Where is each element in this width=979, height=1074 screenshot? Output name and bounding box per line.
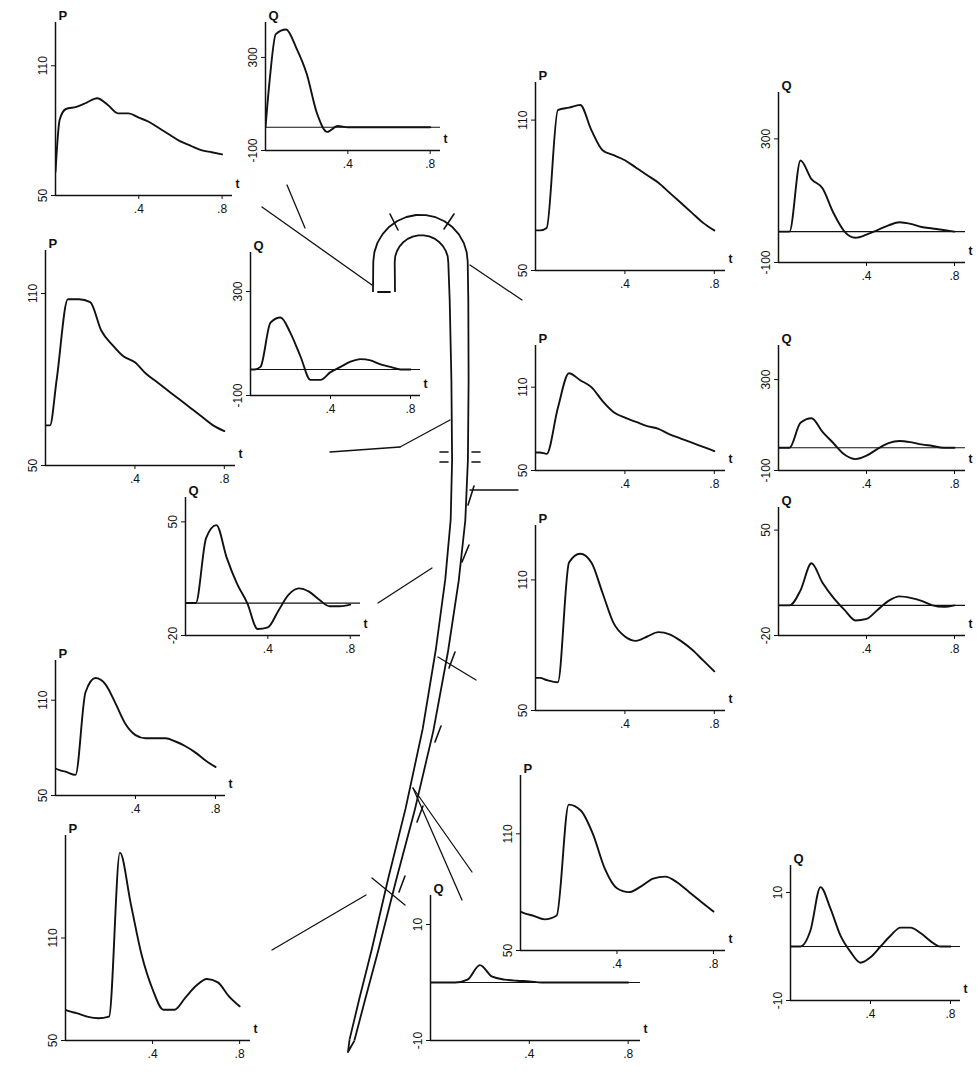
svg-text:110: 110 bbox=[36, 56, 50, 75]
svg-text:Q: Q bbox=[269, 8, 279, 23]
svg-text:.4: .4 bbox=[325, 402, 335, 416]
svg-text:t: t bbox=[424, 377, 428, 391]
svg-text:t: t bbox=[729, 452, 733, 466]
svg-text:110: 110 bbox=[46, 928, 60, 947]
svg-text:300: 300 bbox=[759, 369, 773, 389]
svg-text:t: t bbox=[729, 252, 733, 266]
svg-text:50: 50 bbox=[516, 264, 530, 278]
svg-text:.4: .4 bbox=[148, 1047, 158, 1061]
svg-text:P: P bbox=[49, 236, 58, 251]
svg-text:.4: .4 bbox=[620, 717, 630, 731]
svg-text:-100: -100 bbox=[231, 383, 245, 407]
svg-text:.8: .8 bbox=[709, 477, 719, 491]
svg-text:.4: .4 bbox=[861, 477, 871, 491]
svg-text:10: 10 bbox=[411, 918, 425, 932]
svg-text:t: t bbox=[254, 1022, 258, 1036]
svg-text:t: t bbox=[239, 447, 243, 461]
svg-text:Q: Q bbox=[794, 851, 804, 866]
svg-text:.8: .8 bbox=[709, 717, 719, 731]
svg-text:.8: .8 bbox=[623, 1047, 633, 1061]
svg-text:.8: .8 bbox=[217, 202, 227, 216]
svg-text:-100: -100 bbox=[246, 138, 260, 162]
svg-text:.4: .4 bbox=[861, 269, 871, 283]
svg-text:-100: -100 bbox=[759, 250, 773, 274]
svg-text:.8: .8 bbox=[235, 1047, 245, 1061]
svg-text:Q: Q bbox=[434, 881, 444, 896]
svg-text:.4: .4 bbox=[130, 472, 140, 486]
svg-text:.8: .8 bbox=[219, 472, 229, 486]
svg-text:P: P bbox=[69, 821, 78, 836]
svg-text:-20: -20 bbox=[166, 627, 180, 645]
svg-text:.4: .4 bbox=[865, 1007, 875, 1021]
svg-text:-10: -10 bbox=[411, 1032, 425, 1050]
svg-text:t: t bbox=[229, 777, 233, 791]
svg-text:.4: .4 bbox=[130, 802, 140, 816]
svg-text:.8: .8 bbox=[709, 277, 719, 291]
svg-text:110: 110 bbox=[516, 570, 530, 589]
svg-text:50: 50 bbox=[36, 789, 50, 803]
svg-text:t: t bbox=[729, 692, 733, 706]
svg-text:110: 110 bbox=[26, 284, 40, 303]
svg-text:Q: Q bbox=[254, 238, 264, 253]
svg-text:.8: .8 bbox=[708, 957, 718, 971]
svg-text:110: 110 bbox=[516, 110, 530, 129]
svg-text:t: t bbox=[644, 1022, 648, 1036]
svg-text:-100: -100 bbox=[759, 458, 773, 482]
svg-text:.8: .8 bbox=[425, 157, 435, 171]
svg-text:300: 300 bbox=[246, 47, 260, 67]
svg-text:50: 50 bbox=[516, 464, 530, 478]
svg-text:.8: .8 bbox=[949, 269, 959, 283]
svg-text:50: 50 bbox=[26, 459, 40, 473]
svg-text:P: P bbox=[59, 8, 68, 23]
svg-text:50: 50 bbox=[46, 1034, 60, 1048]
svg-text:50: 50 bbox=[501, 944, 515, 958]
svg-text:P: P bbox=[524, 761, 533, 776]
svg-text:Q: Q bbox=[782, 78, 792, 93]
svg-text:.4: .4 bbox=[524, 1047, 534, 1061]
svg-text:.4: .4 bbox=[620, 477, 630, 491]
svg-text:.8: .8 bbox=[405, 402, 415, 416]
svg-text:300: 300 bbox=[759, 129, 773, 149]
svg-text:.8: .8 bbox=[945, 1007, 955, 1021]
svg-text:t: t bbox=[969, 617, 973, 631]
svg-text:.4: .4 bbox=[612, 957, 622, 971]
svg-text:P: P bbox=[539, 331, 548, 346]
svg-text:.4: .4 bbox=[861, 642, 871, 656]
svg-text:t: t bbox=[964, 982, 968, 996]
svg-text:.8: .8 bbox=[345, 642, 355, 656]
svg-text:50: 50 bbox=[516, 704, 530, 718]
svg-text:P: P bbox=[539, 511, 548, 526]
svg-text:Q: Q bbox=[782, 493, 792, 508]
svg-text:t: t bbox=[236, 177, 240, 191]
svg-text:t: t bbox=[729, 932, 733, 946]
svg-text:50: 50 bbox=[36, 189, 50, 203]
svg-text:t: t bbox=[969, 452, 973, 466]
svg-text:-20: -20 bbox=[759, 627, 773, 645]
svg-text:.8: .8 bbox=[949, 642, 959, 656]
svg-text:10: 10 bbox=[771, 886, 785, 900]
svg-text:110: 110 bbox=[516, 377, 530, 396]
svg-text:t: t bbox=[444, 132, 448, 146]
svg-text:.4: .4 bbox=[343, 157, 353, 171]
svg-text:.4: .4 bbox=[134, 202, 144, 216]
svg-text:P: P bbox=[59, 646, 68, 661]
svg-text:.4: .4 bbox=[620, 277, 630, 291]
svg-text:t: t bbox=[364, 617, 368, 631]
svg-text:50: 50 bbox=[166, 515, 180, 529]
svg-text:.8: .8 bbox=[210, 802, 220, 816]
svg-text:300: 300 bbox=[231, 281, 245, 301]
svg-text:-10: -10 bbox=[771, 992, 785, 1010]
svg-text:Q: Q bbox=[189, 483, 199, 498]
svg-text:.4: .4 bbox=[263, 642, 273, 656]
svg-text:P: P bbox=[539, 68, 548, 83]
svg-text:.8: .8 bbox=[949, 477, 959, 491]
svg-text:t: t bbox=[969, 244, 973, 258]
svg-text:Q: Q bbox=[782, 331, 792, 346]
svg-text:110: 110 bbox=[36, 690, 50, 709]
svg-text:50: 50 bbox=[759, 523, 773, 537]
svg-text:110: 110 bbox=[501, 824, 515, 843]
